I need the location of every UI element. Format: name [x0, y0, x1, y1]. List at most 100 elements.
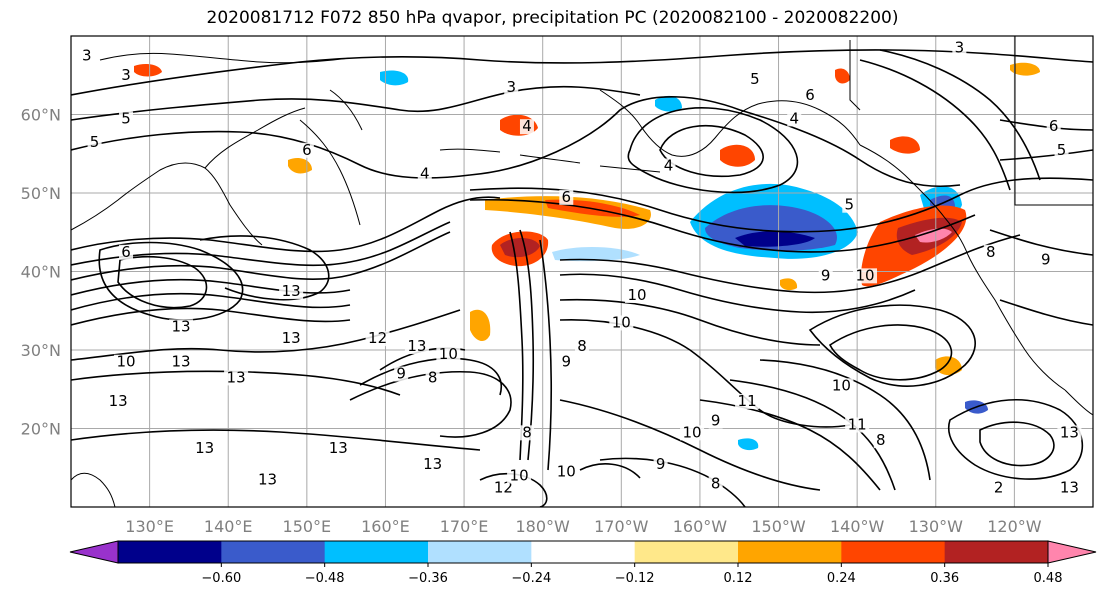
contour-label: 10 — [832, 376, 851, 394]
colorbar-bin — [531, 541, 636, 563]
contour-line — [519, 229, 535, 461]
contour-label: 12 — [368, 329, 387, 347]
contour-label-background — [609, 315, 634, 331]
contour-label-background — [983, 244, 998, 260]
contour-label: 13 — [407, 337, 426, 355]
contour-label-background — [735, 393, 760, 409]
alaska-coastline — [599, 89, 861, 157]
contour-label-background — [224, 370, 249, 386]
colorbar-bin — [944, 541, 1049, 563]
contour-line — [627, 107, 799, 194]
contour-label-background — [559, 189, 574, 205]
contour-line — [71, 85, 641, 121]
contour-line — [999, 119, 1093, 131]
contour-line — [71, 130, 471, 179]
contour-label-background — [829, 378, 854, 394]
contour-label-background — [1038, 252, 1053, 268]
alaska-coastline — [859, 144, 969, 256]
positive-anomaly-area — [915, 228, 952, 243]
border-line — [849, 40, 861, 111]
colorbar-frame — [117, 540, 1049, 564]
longitude-label: 180°W — [516, 517, 571, 536]
contour-label: 13 — [1060, 478, 1079, 496]
map-frame — [70, 35, 1094, 508]
longitude-label: 130°E — [125, 517, 174, 536]
contour-label: 6 — [302, 141, 312, 159]
contour-label-background — [708, 413, 723, 429]
contour-label-background — [661, 158, 676, 174]
contour-label: 5 — [750, 70, 760, 88]
contour-label-background — [255, 472, 280, 488]
contour-label-background — [680, 425, 705, 441]
colorbar-tick-label: −0.48 — [305, 571, 345, 586]
contour-label-background — [519, 425, 534, 441]
contour-label: 9 — [1041, 251, 1051, 269]
colorbar-bin — [841, 541, 946, 563]
contour-line — [948, 398, 1084, 480]
contour-line — [559, 298, 821, 346]
asia-coastline — [329, 89, 363, 131]
contour-line — [539, 239, 553, 471]
contour-line — [879, 49, 1041, 181]
contour-label-background — [708, 476, 723, 492]
contour-line — [509, 231, 524, 461]
contour-label: 13 — [109, 392, 128, 410]
contour-label: 10 — [683, 423, 702, 441]
latitude-label: 30°N — [21, 341, 61, 360]
contour-label-background — [365, 331, 390, 347]
contour-line — [71, 309, 461, 361]
contour-label-background — [1057, 425, 1082, 441]
contour-line — [999, 149, 1093, 161]
contour-label-background — [192, 441, 217, 457]
contour-label: 9 — [821, 266, 831, 284]
contour-line — [71, 278, 351, 296]
coastlines — [71, 36, 1093, 507]
contour-label: 13 — [172, 353, 191, 371]
aleutian-coastline — [439, 148, 661, 173]
contour-label: 13 — [329, 439, 348, 457]
contour-label-background — [119, 111, 134, 127]
contour-line — [559, 399, 821, 491]
contour-line — [71, 196, 501, 253]
contour-line — [71, 221, 451, 267]
contour-label: 4 — [789, 109, 799, 127]
negative-anomaly-area — [735, 231, 815, 247]
contour-label: 11 — [848, 416, 867, 434]
asia-coastline — [71, 162, 263, 246]
colorbar-bin — [324, 541, 429, 563]
contour-label-background — [873, 433, 888, 449]
contour-label-background — [79, 48, 94, 64]
contour-line — [71, 307, 351, 326]
contour-label: 10 — [627, 286, 646, 304]
positive-anomaly-area — [485, 196, 651, 229]
contour-label: 5 — [845, 196, 855, 214]
contour-label: 5 — [1057, 141, 1067, 159]
contour-label-background — [625, 287, 650, 303]
contour-line — [71, 292, 351, 311]
colorbar-bin — [428, 541, 532, 563]
contour-label: 13 — [282, 282, 301, 300]
contour-label: 13 — [423, 455, 442, 473]
contour-label: 9 — [562, 353, 572, 371]
longitude-label: 160°W — [673, 517, 728, 536]
contour-line — [729, 379, 896, 491]
contour-label: 5 — [121, 109, 131, 127]
contour-line — [859, 59, 1011, 191]
kamchatka-coastline — [299, 119, 361, 226]
longitude-label: 140°W — [830, 517, 885, 536]
colorbar — [69, 540, 1097, 564]
colorbar-extend-low — [69, 540, 119, 564]
positive-anomaly-area — [1010, 62, 1040, 76]
longitude-label: 170°E — [440, 517, 489, 536]
contour-label: 3 — [506, 78, 516, 96]
contour-line — [71, 231, 451, 281]
contour-label-background — [504, 79, 519, 95]
contour-line — [599, 457, 746, 507]
latitude-labels: 20°N 30°N 40°N 50°N 60°N — [21, 106, 61, 439]
contour-label-background — [169, 354, 194, 370]
contour-line — [979, 421, 1055, 467]
longitude-label: 170°W — [594, 517, 649, 536]
contour-label-background — [653, 456, 668, 472]
